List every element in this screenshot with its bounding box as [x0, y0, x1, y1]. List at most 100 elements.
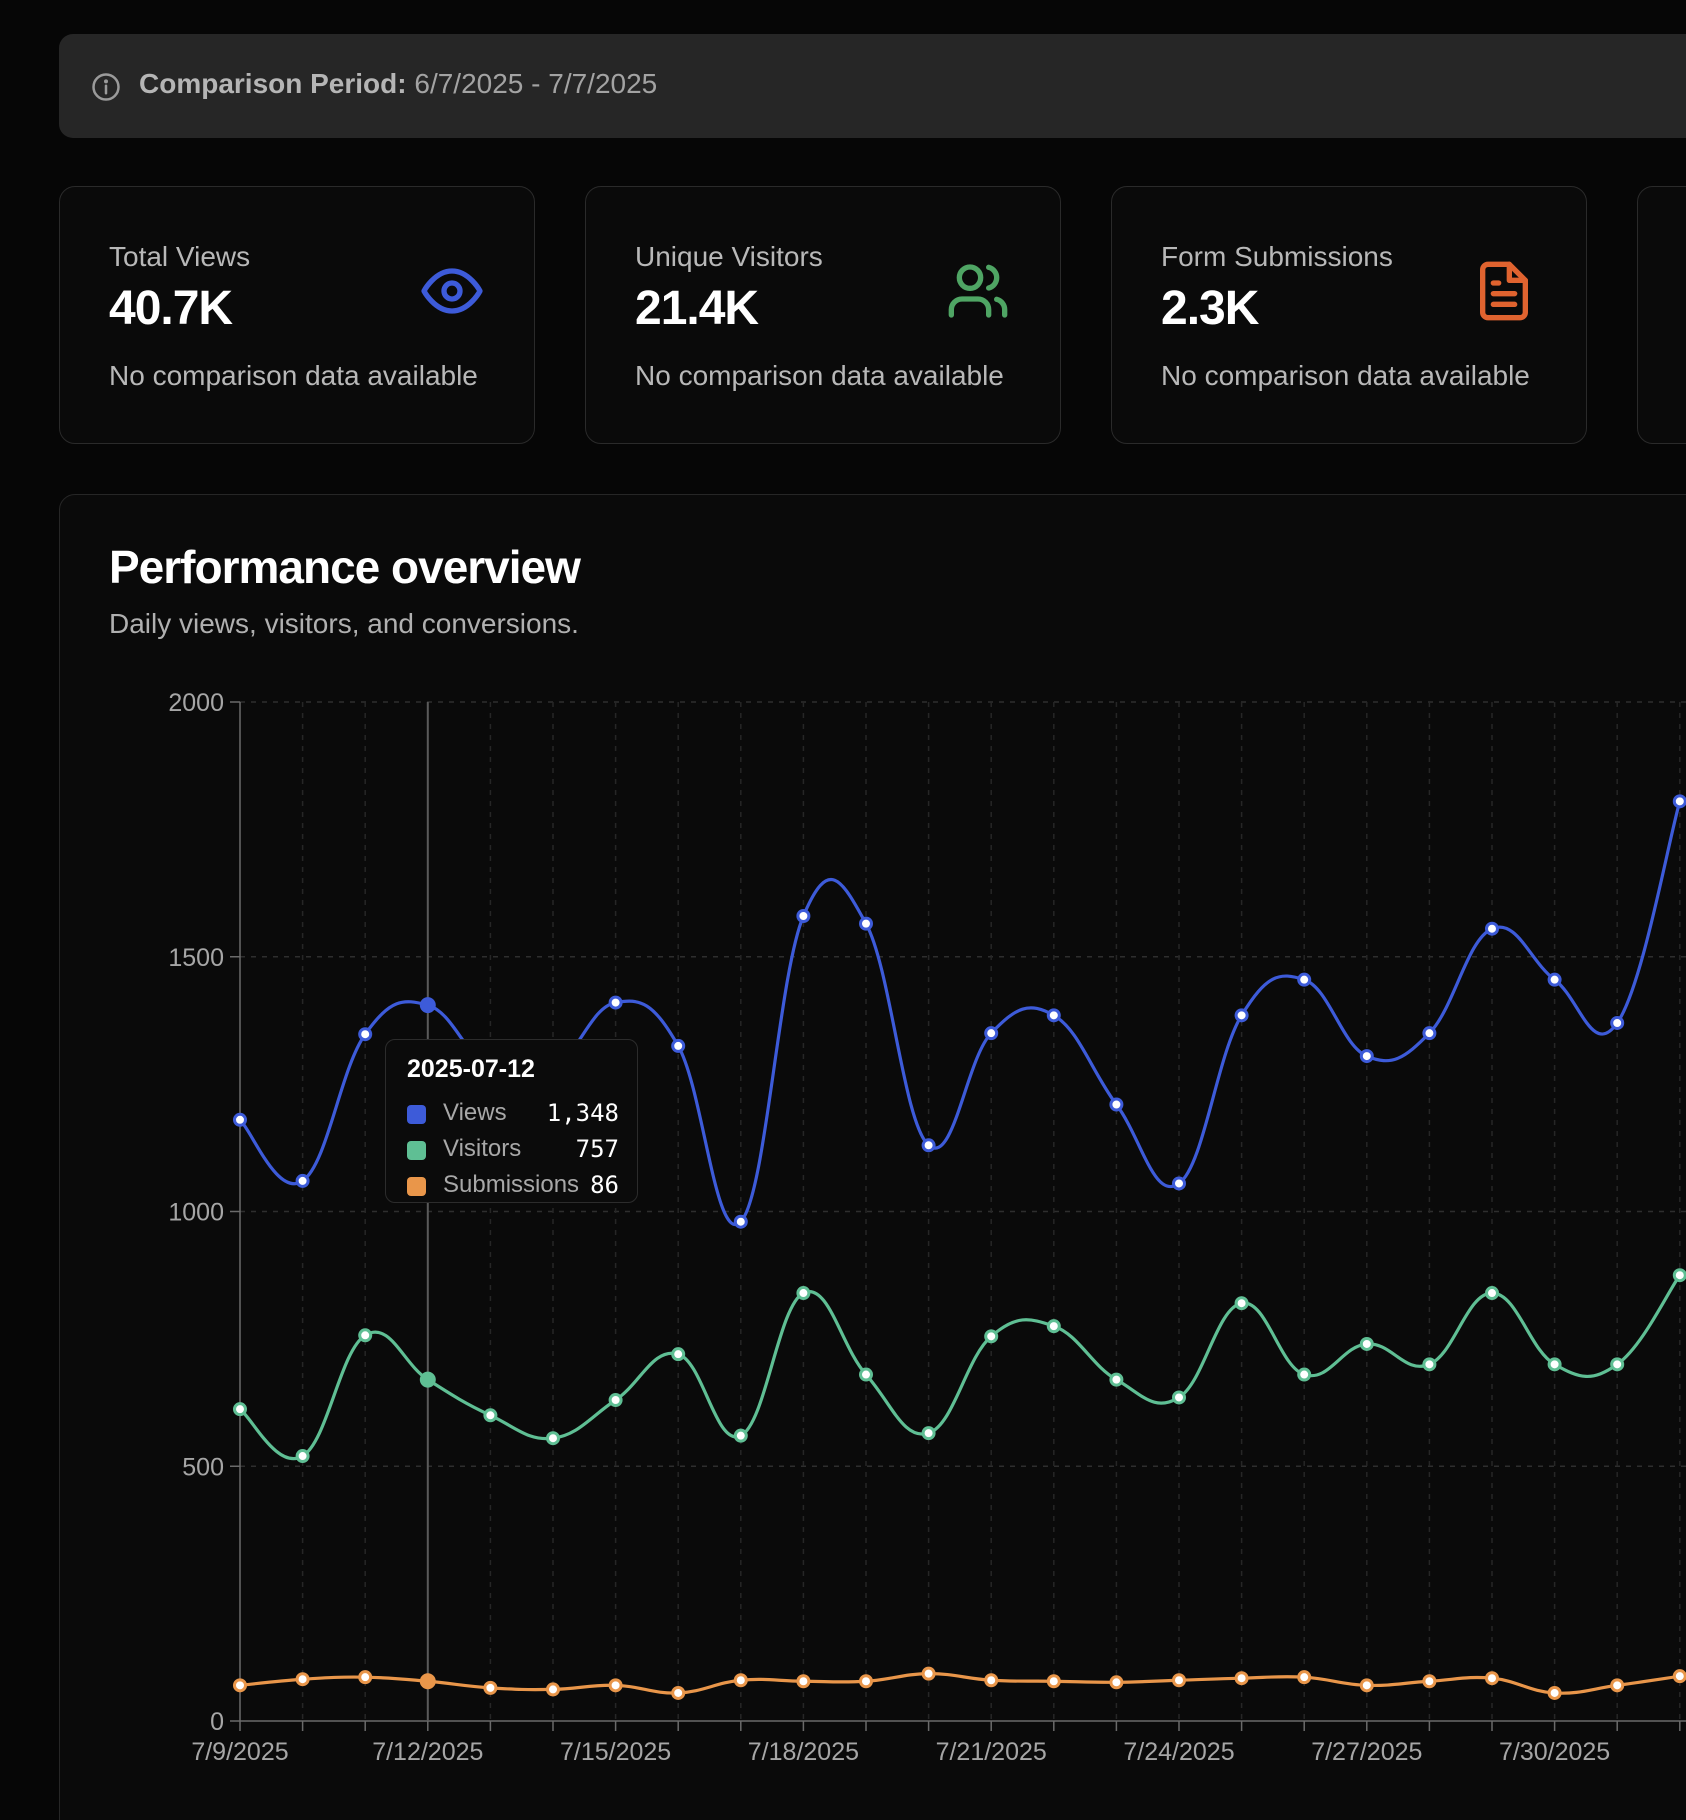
stat-card-unique-visitors: Unique Visitors 21.4K No comparison data…	[585, 186, 1061, 444]
data-point-visitors[interactable]	[1422, 1357, 1437, 1372]
comparison-period-label: Comparison Period:	[139, 68, 407, 99]
data-point-views[interactable]	[1610, 1015, 1625, 1030]
tooltip-value: 1,348	[546, 1099, 619, 1127]
data-point-views[interactable]	[1172, 1176, 1186, 1191]
data-point-submissions[interactable]	[358, 1670, 373, 1685]
data-point-views[interactable]	[984, 1026, 999, 1041]
data-point-submissions[interactable]	[859, 1674, 873, 1689]
active-point-visitors[interactable]	[419, 1371, 436, 1388]
data-point-visitors[interactable]	[1172, 1390, 1186, 1405]
data-point-visitors[interactable]	[796, 1286, 811, 1301]
data-point-visitors[interactable]	[671, 1347, 686, 1362]
data-point-submissions[interactable]	[1297, 1670, 1312, 1685]
data-point-views[interactable]	[1297, 972, 1312, 987]
info-icon	[92, 73, 120, 101]
data-point-submissions[interactable]	[295, 1672, 310, 1687]
data-point-visitors[interactable]	[233, 1402, 247, 1417]
comparison-period-text: Comparison Period: 6/7/2025 - 7/7/2025	[139, 68, 657, 100]
data-point-submissions[interactable]	[1547, 1685, 1562, 1700]
data-point-submissions[interactable]	[733, 1673, 748, 1688]
data-point-submissions[interactable]	[1234, 1671, 1249, 1686]
tooltip-swatch	[407, 1141, 426, 1160]
data-point-views[interactable]	[358, 1027, 373, 1042]
data-point-visitors[interactable]	[483, 1408, 498, 1423]
data-point-views[interactable]	[1109, 1097, 1124, 1112]
x-tick-label: 7/27/2025	[1311, 1738, 1422, 1766]
chart-tooltip: 2025-07-12 Views 1,348 Visitors 757 Subm…	[385, 1039, 638, 1203]
data-point-views[interactable]	[671, 1038, 686, 1053]
data-point-views[interactable]	[859, 916, 873, 931]
data-point-views[interactable]	[295, 1173, 310, 1188]
data-point-views[interactable]	[1485, 921, 1499, 936]
data-point-visitors[interactable]	[921, 1426, 936, 1441]
data-point-submissions[interactable]	[1359, 1678, 1374, 1693]
data-point-visitors[interactable]	[1234, 1296, 1249, 1311]
stat-card-partial	[1637, 186, 1686, 444]
comparison-period-banner: Comparison Period: 6/7/2025 - 7/7/2025	[59, 34, 1686, 138]
card-title: Total Views	[109, 241, 251, 272]
y-tick-label: 0	[210, 1708, 224, 1736]
data-point-submissions[interactable]	[1046, 1674, 1061, 1689]
data-point-visitors[interactable]	[295, 1449, 310, 1464]
data-point-submissions[interactable]	[546, 1682, 560, 1697]
data-point-views[interactable]	[796, 908, 811, 923]
data-point-submissions[interactable]	[984, 1673, 999, 1688]
data-point-visitors[interactable]	[733, 1428, 748, 1443]
data-point-visitors[interactable]	[1297, 1367, 1312, 1382]
data-point-views[interactable]	[1422, 1026, 1437, 1041]
x-tick-label: 7/9/2025	[191, 1738, 288, 1766]
tooltip-label: Submissions	[443, 1171, 580, 1198]
data-point-visitors[interactable]	[358, 1328, 373, 1343]
stat-card-total-views: Total Views 40.7K No comparison data ava…	[59, 186, 535, 444]
active-point-submissions[interactable]	[419, 1673, 436, 1690]
users-icon	[948, 264, 1008, 318]
stat-card-form-submissions: Form Submissions 2.3K No comparison data…	[1111, 186, 1587, 444]
data-point-views[interactable]	[1672, 794, 1686, 809]
panel-subtitle: Daily views, visitors, and conversions.	[109, 608, 579, 639]
data-point-visitors[interactable]	[1610, 1357, 1625, 1372]
data-point-views[interactable]	[733, 1214, 748, 1229]
data-point-submissions[interactable]	[1172, 1673, 1186, 1688]
data-point-views[interactable]	[608, 995, 623, 1010]
data-point-views[interactable]	[1547, 972, 1562, 987]
y-tick-label: 1000	[168, 1199, 224, 1227]
data-point-submissions[interactable]	[796, 1674, 811, 1689]
data-point-submissions[interactable]	[1422, 1674, 1437, 1689]
data-point-views[interactable]	[233, 1112, 247, 1127]
x-tick-label: 7/18/2025	[748, 1738, 859, 1766]
tooltip-swatch	[407, 1177, 426, 1196]
card-title: Unique Visitors	[635, 241, 823, 272]
data-point-views[interactable]	[1234, 1008, 1249, 1023]
tooltip-swatch	[407, 1105, 426, 1124]
data-point-visitors[interactable]	[1547, 1357, 1562, 1372]
data-point-visitors[interactable]	[1485, 1286, 1499, 1301]
data-point-visitors[interactable]	[984, 1329, 999, 1344]
file-text-icon	[1480, 261, 1528, 321]
data-point-visitors[interactable]	[546, 1431, 560, 1446]
data-point-submissions[interactable]	[671, 1685, 686, 1700]
x-tick-label: 7/15/2025	[560, 1738, 671, 1766]
data-point-submissions[interactable]	[921, 1666, 936, 1681]
data-point-visitors[interactable]	[859, 1367, 873, 1382]
data-point-visitors[interactable]	[1359, 1336, 1374, 1351]
data-point-views[interactable]	[921, 1138, 936, 1153]
data-point-submissions[interactable]	[1610, 1678, 1625, 1693]
data-point-submissions[interactable]	[1672, 1669, 1686, 1684]
active-point-views[interactable]	[419, 997, 436, 1014]
data-point-visitors[interactable]	[1672, 1268, 1686, 1283]
data-point-visitors[interactable]	[1046, 1319, 1061, 1334]
data-point-views[interactable]	[1359, 1049, 1374, 1064]
data-point-submissions[interactable]	[483, 1680, 498, 1695]
data-point-submissions[interactable]	[1109, 1675, 1124, 1690]
data-point-visitors[interactable]	[608, 1393, 623, 1408]
card-title: Form Submissions	[1161, 241, 1393, 272]
data-point-visitors[interactable]	[1109, 1372, 1124, 1387]
data-point-submissions[interactable]	[1485, 1671, 1499, 1686]
x-tick-label: 7/30/2025	[1499, 1738, 1610, 1766]
data-point-submissions[interactable]	[608, 1678, 623, 1693]
tooltip-value: 757	[575, 1135, 619, 1163]
data-point-views[interactable]	[1046, 1008, 1061, 1023]
data-point-submissions[interactable]	[233, 1678, 247, 1693]
